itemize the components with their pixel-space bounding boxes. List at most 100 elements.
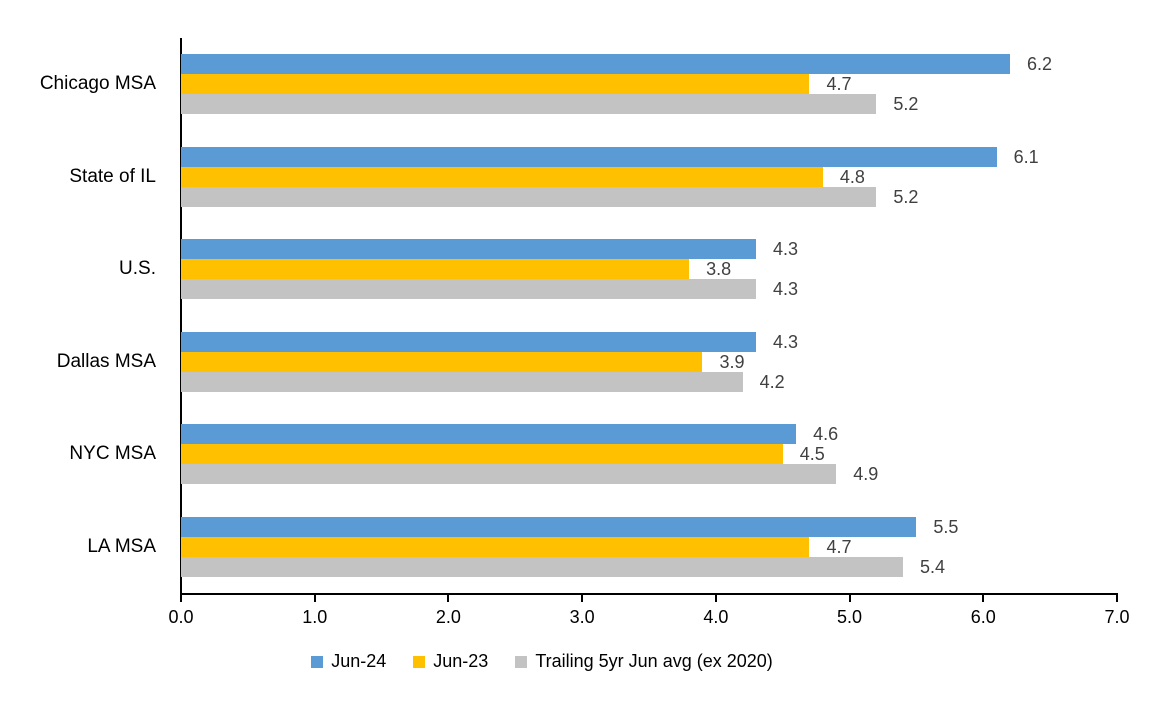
data-label-trailing-5yr-jun-avg-ex-2020-nyc-msa: 4.9: [853, 464, 879, 485]
bar-jun-24-state-of-il: [181, 146, 997, 167]
x-tick-0.0: [180, 595, 182, 602]
bar-line: 5.4: [181, 556, 1117, 577]
bar-jun-23-nyc-msa: [181, 444, 783, 465]
x-tick-label-6.0: 6.0: [970, 607, 996, 627]
category-row-u-s: U.S. 4.3 3.8 4.3: [0, 223, 1117, 316]
bar-jun-23-chicago-msa: [181, 74, 810, 95]
category-row-state-of-il: State of IL 6.1 4.8 5.2: [0, 131, 1117, 224]
bar-line: 3.9: [181, 351, 1117, 372]
bar-trailing-5yr-jun-avg-ex-2020-nyc-msa: [181, 464, 837, 485]
bar-line: 5.5: [181, 516, 1117, 537]
category-row-nyc-msa: NYC MSA 4.6 4.5 4.9: [0, 408, 1117, 501]
legend-item-trailing-5yr-jun-avg-ex-2020: Trailing 5yr Jun avg (ex 2020): [515, 651, 773, 672]
x-tick-1.0: [313, 595, 316, 602]
category-row-la-msa: LA MSA 5.5 4.7 5.4: [0, 501, 1117, 594]
data-label-jun-24-dallas-msa: 4.3: [772, 331, 798, 352]
legend-label: Trailing 5yr Jun avg (ex 2020): [535, 651, 773, 671]
bar-trailing-5yr-jun-avg-ex-2020-u-s: [181, 279, 756, 300]
bar-jun-24-chicago-msa: [181, 54, 1011, 75]
bar-line: 5.2: [181, 186, 1117, 207]
x-tick-label-2.0: 2.0: [435, 607, 461, 627]
x-tick-label-3.0: 3.0: [569, 607, 595, 627]
bar-jun-23-la-msa: [181, 536, 810, 557]
bar-line: 4.9: [181, 464, 1117, 485]
bar-line: 4.7: [181, 536, 1117, 557]
legend-label: Jun-23: [433, 651, 489, 671]
data-label-trailing-5yr-jun-avg-ex-2020-chicago-msa: 5.2: [893, 94, 919, 115]
category-label-nyc-msa: NYC MSA: [69, 443, 156, 465]
bar-group-u-s: 4.3 3.8 4.3: [181, 239, 1117, 300]
category-label-dallas-msa: Dallas MSA: [56, 350, 156, 372]
x-tick-label-1.0: 1.0: [302, 607, 328, 627]
bar-line: 4.3: [181, 239, 1117, 260]
bar-jun-23-state-of-il: [181, 166, 823, 187]
y-axis-line: [180, 38, 182, 595]
legend-swatch-icon: [515, 655, 528, 668]
bar-line: 4.8: [181, 166, 1117, 187]
bar-trailing-5yr-jun-avg-ex-2020-state-of-il: [181, 186, 877, 207]
bar-trailing-5yr-jun-avg-ex-2020-dallas-msa: [181, 371, 743, 392]
data-label-jun-24-state-of-il: 6.1: [1013, 146, 1039, 167]
category-label-la-msa: LA MSA: [87, 535, 156, 557]
category-label-u-s: U.S.: [119, 258, 156, 280]
x-tick-label-0.0: 0.0: [168, 607, 194, 627]
category-row-dallas-msa: Dallas MSA 4.3 3.9 4.2: [0, 316, 1117, 409]
bar-line: 4.6: [181, 424, 1117, 445]
data-label-trailing-5yr-jun-avg-ex-2020-u-s: 4.3: [772, 279, 798, 300]
bar-jun-23-dallas-msa: [181, 351, 703, 372]
data-label-trailing-5yr-jun-avg-ex-2020-dallas-msa: 4.2: [759, 371, 785, 392]
data-label-jun-24-chicago-msa: 6.2: [1027, 54, 1053, 75]
legend-swatch-icon: [413, 655, 426, 668]
data-label-jun-23-u-s: 3.8: [706, 259, 732, 280]
bar-group-chicago-msa: 6.2 4.7 5.2: [181, 54, 1117, 115]
category-label-chicago-msa: Chicago MSA: [39, 73, 156, 95]
legend-item-jun-23: Jun-23: [413, 651, 488, 672]
x-tick-label-5.0: 5.0: [837, 607, 863, 627]
bar-group-state-of-il: 6.1 4.8 5.2: [181, 146, 1117, 207]
data-label-jun-24-nyc-msa: 4.6: [813, 424, 839, 445]
data-label-jun-24-u-s: 4.3: [772, 239, 798, 260]
data-label-trailing-5yr-jun-avg-ex-2020-state-of-il: 5.2: [893, 186, 919, 207]
bar-group-nyc-msa: 4.6 4.5 4.9: [181, 424, 1117, 485]
bar-trailing-5yr-jun-avg-ex-2020-la-msa: [181, 556, 904, 577]
bar-jun-24-u-s: [181, 239, 756, 260]
bar-group-la-msa: 5.5 4.7 5.4: [181, 516, 1117, 577]
bar-line: 4.7: [181, 74, 1117, 95]
x-axis-line: [180, 593, 1118, 595]
bar-jun-24-dallas-msa: [181, 331, 756, 352]
data-label-jun-23-chicago-msa: 4.7: [826, 74, 852, 95]
x-tick-label-7.0: 7.0: [1104, 607, 1130, 627]
x-tick-6.0: [982, 595, 985, 602]
bar-line: 4.5: [181, 444, 1117, 465]
x-tick-2.0: [447, 595, 450, 602]
data-label-jun-23-state-of-il: 4.8: [839, 166, 865, 187]
bar-jun-24-la-msa: [181, 516, 917, 537]
category-label-state-of-il: State of IL: [69, 165, 156, 187]
chart-legend: Jun-24 Jun-23 Trailing 5yr Jun avg (ex 202…: [0, 651, 1118, 672]
bar-line: 6.2: [181, 54, 1117, 75]
bar-jun-23-u-s: [181, 259, 690, 280]
x-tick-4.0: [714, 595, 717, 602]
x-tick-5.0: [848, 595, 851, 602]
x-tick-3.0: [581, 595, 584, 602]
bar-group-dallas-msa: 4.3 3.9 4.2: [181, 331, 1117, 392]
data-label-jun-23-nyc-msa: 4.5: [799, 444, 825, 465]
category-row-chicago-msa: Chicago MSA 6.2 4.7 5.2: [0, 38, 1117, 131]
data-label-trailing-5yr-jun-avg-ex-2020-la-msa: 5.4: [920, 556, 946, 577]
bar-line: 4.2: [181, 371, 1117, 392]
bar-line: 4.3: [181, 331, 1117, 352]
bar-line: 4.3: [181, 279, 1117, 300]
legend-item-jun-24: Jun-24: [311, 651, 386, 672]
bar-line: 5.2: [181, 94, 1117, 115]
x-tick-7.0: [1116, 595, 1118, 602]
bar-trailing-5yr-jun-avg-ex-2020-chicago-msa: [181, 94, 877, 115]
bar-jun-24-nyc-msa: [181, 424, 797, 445]
data-label-jun-24-la-msa: 5.5: [933, 516, 959, 537]
x-tick-label-4.0: 4.0: [703, 607, 729, 627]
data-label-jun-23-dallas-msa: 3.9: [719, 351, 745, 372]
data-label-jun-23-la-msa: 4.7: [826, 536, 852, 557]
bar-line: 3.8: [181, 259, 1117, 280]
legend-swatch-icon: [311, 655, 324, 668]
legend-label: Jun-24: [331, 651, 387, 671]
